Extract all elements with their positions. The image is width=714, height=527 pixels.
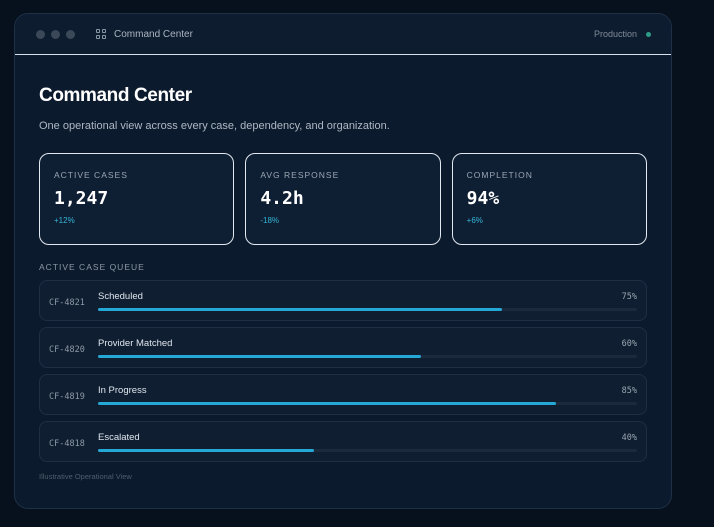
- case-id: CF-4820: [49, 344, 85, 355]
- case-percent: 40%: [621, 433, 637, 443]
- queue-row[interactable]: CF-4821 Scheduled 75%: [39, 280, 647, 321]
- maximize-dot-icon[interactable]: [66, 29, 75, 39]
- queue-row[interactable]: CF-4820 Provider Matched 60%: [39, 327, 647, 368]
- stat-card-completion[interactable]: COMPLETION 94% +6%: [451, 153, 647, 245]
- case-status: Scheduled: [98, 291, 143, 302]
- case-percent: 60%: [621, 339, 637, 349]
- stat-card-active-cases[interactable]: ACTIVE CASES 1,247 +12%: [39, 153, 235, 245]
- stat-delta: +12%: [54, 216, 75, 225]
- case-status: In Progress: [98, 385, 147, 396]
- progress-track: [98, 308, 637, 311]
- stat-delta: -18%: [260, 216, 280, 225]
- stat-value: 4.2h: [260, 188, 304, 209]
- case-percent: 75%: [621, 292, 637, 302]
- case-status: Escalated: [98, 432, 140, 443]
- progress-fill: [98, 402, 557, 405]
- grid-icon: [96, 28, 107, 40]
- queue-section-label: ACTIVE CASE QUEUE: [39, 262, 145, 272]
- page-title: Command Center: [39, 85, 192, 106]
- stat-value: 1,247: [54, 188, 109, 209]
- stat-card-avg-response[interactable]: AVG RESPONSE 4.2h -18%: [245, 153, 441, 245]
- progress-fill: [98, 308, 503, 311]
- main-content: Command Center One operational view acro…: [15, 85, 671, 481]
- status-dot-icon: [646, 31, 651, 37]
- window-title: Command Center: [114, 28, 193, 40]
- stat-label: ACTIVE CASES: [54, 170, 128, 180]
- close-dot-icon[interactable]: [36, 29, 45, 39]
- stats-row: ACTIVE CASES 1,247 +12% AVG RESPONSE 4.2…: [39, 153, 647, 245]
- progress-track: [98, 355, 637, 358]
- minimize-dot-icon[interactable]: [51, 29, 60, 39]
- page-subtitle: One operational view across every case, …: [39, 120, 390, 132]
- case-id: CF-4819: [49, 391, 85, 402]
- case-percent: 85%: [621, 386, 637, 396]
- case-status: Provider Matched: [98, 338, 173, 349]
- progress-fill: [98, 449, 314, 452]
- progress-track: [98, 402, 637, 405]
- title-bar: Command Center Production: [15, 14, 671, 55]
- stat-label: AVG RESPONSE: [260, 170, 340, 180]
- progress-fill: [98, 355, 422, 358]
- window-controls: [36, 29, 75, 39]
- queue-row[interactable]: CF-4819 In Progress 85%: [39, 374, 647, 415]
- case-id: CF-4818: [49, 438, 85, 449]
- stat-value: 94%: [466, 188, 500, 209]
- queue-row[interactable]: CF-4818 Escalated 40%: [39, 421, 647, 462]
- footnote: Illustrative Operational View: [39, 472, 132, 481]
- environment-label: Production: [593, 29, 637, 39]
- stat-label: COMPLETION: [466, 170, 533, 180]
- stat-delta: +6%: [466, 216, 483, 225]
- case-id: CF-4821: [49, 297, 85, 308]
- case-queue: CF-4821 Scheduled 75% CF-4820 Provider M…: [39, 280, 647, 462]
- progress-track: [98, 449, 637, 452]
- app-window: Command Center Production Command Center…: [14, 13, 672, 509]
